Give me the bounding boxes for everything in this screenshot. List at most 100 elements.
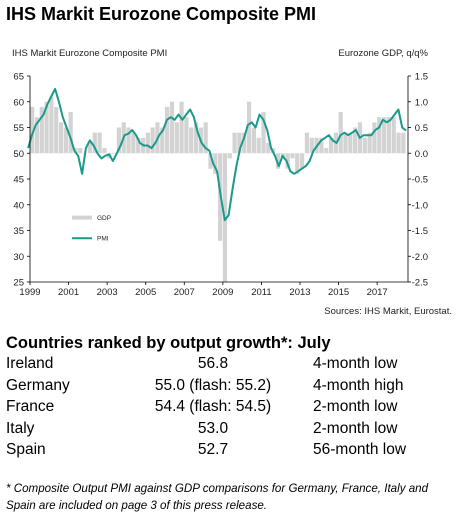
left-tick-label: 35 bbox=[13, 226, 24, 237]
left-axis-title: IHS Markit Eurozone Composite PMI bbox=[12, 48, 167, 59]
ranking-row: Italy 53.0 2-month low bbox=[6, 420, 452, 442]
gdp-bar bbox=[367, 132, 372, 154]
x-tick-label: 2005 bbox=[135, 287, 156, 298]
gdp-bar bbox=[184, 117, 189, 154]
source-note: Sources: IHS Markit, Eurostat. bbox=[324, 306, 452, 317]
country-change: 56-month low bbox=[313, 441, 407, 458]
pmi-line bbox=[27, 87, 407, 222]
gdp-bar bbox=[242, 132, 247, 154]
gdp-bar bbox=[309, 137, 314, 154]
gdp-bar bbox=[126, 127, 131, 154]
page-title: IHS Markit Eurozone Composite PMI bbox=[6, 4, 317, 24]
gdp-bar bbox=[34, 117, 40, 154]
country-change: 2-month low bbox=[313, 419, 398, 437]
gdp-bar bbox=[208, 153, 213, 169]
right-tick-label: -1.0 bbox=[412, 200, 428, 211]
right-axis-title: Eurozone GDP, q/q% bbox=[338, 48, 428, 59]
gdp-bar bbox=[111, 153, 117, 154]
gdp-bar bbox=[391, 117, 396, 154]
right-tick-label: -2.5 bbox=[412, 278, 428, 289]
country-name: Germany bbox=[6, 376, 70, 394]
chart-svg: IHS Markit Eurozone Composite PMI Eurozon… bbox=[12, 48, 452, 317]
gdp-bar bbox=[58, 122, 64, 154]
country-change: 4-month high bbox=[313, 376, 404, 394]
gdp-bar bbox=[150, 127, 155, 154]
ranking-row: France 54.4 (flash: 54.5) 2-month low bbox=[6, 398, 452, 420]
right-tick-label: -1.5 bbox=[412, 226, 428, 237]
right-tick-label: 1.0 bbox=[415, 97, 428, 108]
right-tick-label: 0.0 bbox=[415, 149, 428, 160]
gdp-bar bbox=[261, 112, 266, 154]
gdp-bar bbox=[92, 132, 97, 154]
gdp-bar bbox=[324, 148, 329, 154]
ranking-heading: Countries ranked by output growth*: July bbox=[6, 334, 331, 352]
gdp-bar bbox=[372, 122, 377, 154]
ranking-row: Spain 52.7 56-month low bbox=[6, 441, 452, 463]
country-pmi-value: 55.0 (flash: 55.2) bbox=[154, 376, 272, 394]
gdp-bar bbox=[131, 132, 136, 154]
x-tick-label: 2009 bbox=[212, 287, 233, 298]
gdp-bar bbox=[381, 117, 387, 154]
gdp-bar bbox=[189, 127, 194, 154]
gdp-bar bbox=[97, 132, 102, 154]
country-ranking: Countries ranked by output growth*: July… bbox=[6, 334, 452, 463]
country-change: 4-month low bbox=[313, 355, 398, 372]
gdp-bar bbox=[338, 112, 343, 154]
x-tick-label: 2011 bbox=[251, 287, 271, 298]
gdp-bar bbox=[193, 122, 199, 154]
gdp-bar bbox=[39, 106, 44, 154]
gdp-bar bbox=[396, 132, 401, 154]
gdp-bar bbox=[353, 127, 358, 154]
gdp-bar bbox=[165, 106, 170, 154]
gdp-bar bbox=[295, 153, 300, 174]
gdp-bar bbox=[78, 148, 83, 154]
gdp-bar bbox=[49, 96, 54, 154]
x-tick-label: 2001 bbox=[58, 287, 79, 298]
right-tick-label: 0.5 bbox=[415, 123, 428, 134]
gdp-bar bbox=[179, 101, 184, 154]
gdp-bar bbox=[251, 127, 257, 154]
left-tick-label: 45 bbox=[13, 175, 24, 186]
gdp-bar bbox=[319, 137, 324, 154]
x-tick-label: 1999 bbox=[19, 287, 40, 298]
country-name: Spain bbox=[6, 441, 46, 458]
footnote: * Composite Output PMI against GDP compa… bbox=[6, 482, 429, 512]
left-tick-label: 40 bbox=[13, 200, 24, 211]
x-tick-label: 2017 bbox=[367, 287, 388, 298]
pmi-gdp-chart: IHS Markit Eurozone Composite PMI Eurozon… bbox=[0, 34, 458, 326]
gdp-bar bbox=[160, 127, 165, 154]
gdp-bar bbox=[136, 137, 141, 154]
gdp-bar bbox=[54, 106, 59, 154]
gdp-bar bbox=[237, 132, 242, 154]
gdp-bar bbox=[232, 132, 237, 154]
gdp-bar bbox=[30, 106, 35, 154]
gdp-bar bbox=[145, 132, 150, 154]
gdp-bar bbox=[102, 148, 107, 154]
left-tick-label: 25 bbox=[13, 278, 24, 289]
gdp-bar bbox=[213, 153, 218, 174]
gdp-bar bbox=[348, 132, 353, 154]
x-tick-label: 2003 bbox=[97, 287, 118, 298]
gdp-bar bbox=[169, 101, 175, 154]
right-tick-label: -2.0 bbox=[412, 252, 428, 263]
gdp-bar bbox=[266, 142, 271, 154]
gdp-bar bbox=[44, 101, 49, 154]
left-tick-label: 50 bbox=[13, 149, 24, 160]
country-pmi-value: 52.7 bbox=[197, 441, 229, 458]
ranking-row: Germany 55.0 (flash: 55.2) 4-month high bbox=[6, 377, 452, 399]
right-tick-label: 1.5 bbox=[415, 72, 428, 83]
gdp-bar bbox=[328, 137, 334, 154]
left-tick-label: 30 bbox=[13, 252, 24, 263]
country-change: 2-month low bbox=[313, 398, 398, 415]
legend-gdp-label: GDP bbox=[97, 215, 111, 222]
gdp-bar bbox=[362, 137, 367, 154]
left-tick-label: 65 bbox=[13, 72, 24, 83]
gdp-bar bbox=[87, 142, 93, 154]
legend-pmi-label: PMI bbox=[97, 236, 109, 243]
gdp-bar bbox=[68, 112, 73, 154]
gdp-bar bbox=[285, 153, 290, 169]
gdp-bar bbox=[377, 117, 382, 154]
gdp-bar bbox=[300, 153, 305, 169]
x-tick-label: 2013 bbox=[289, 287, 310, 298]
left-tick-label: 55 bbox=[13, 123, 24, 134]
